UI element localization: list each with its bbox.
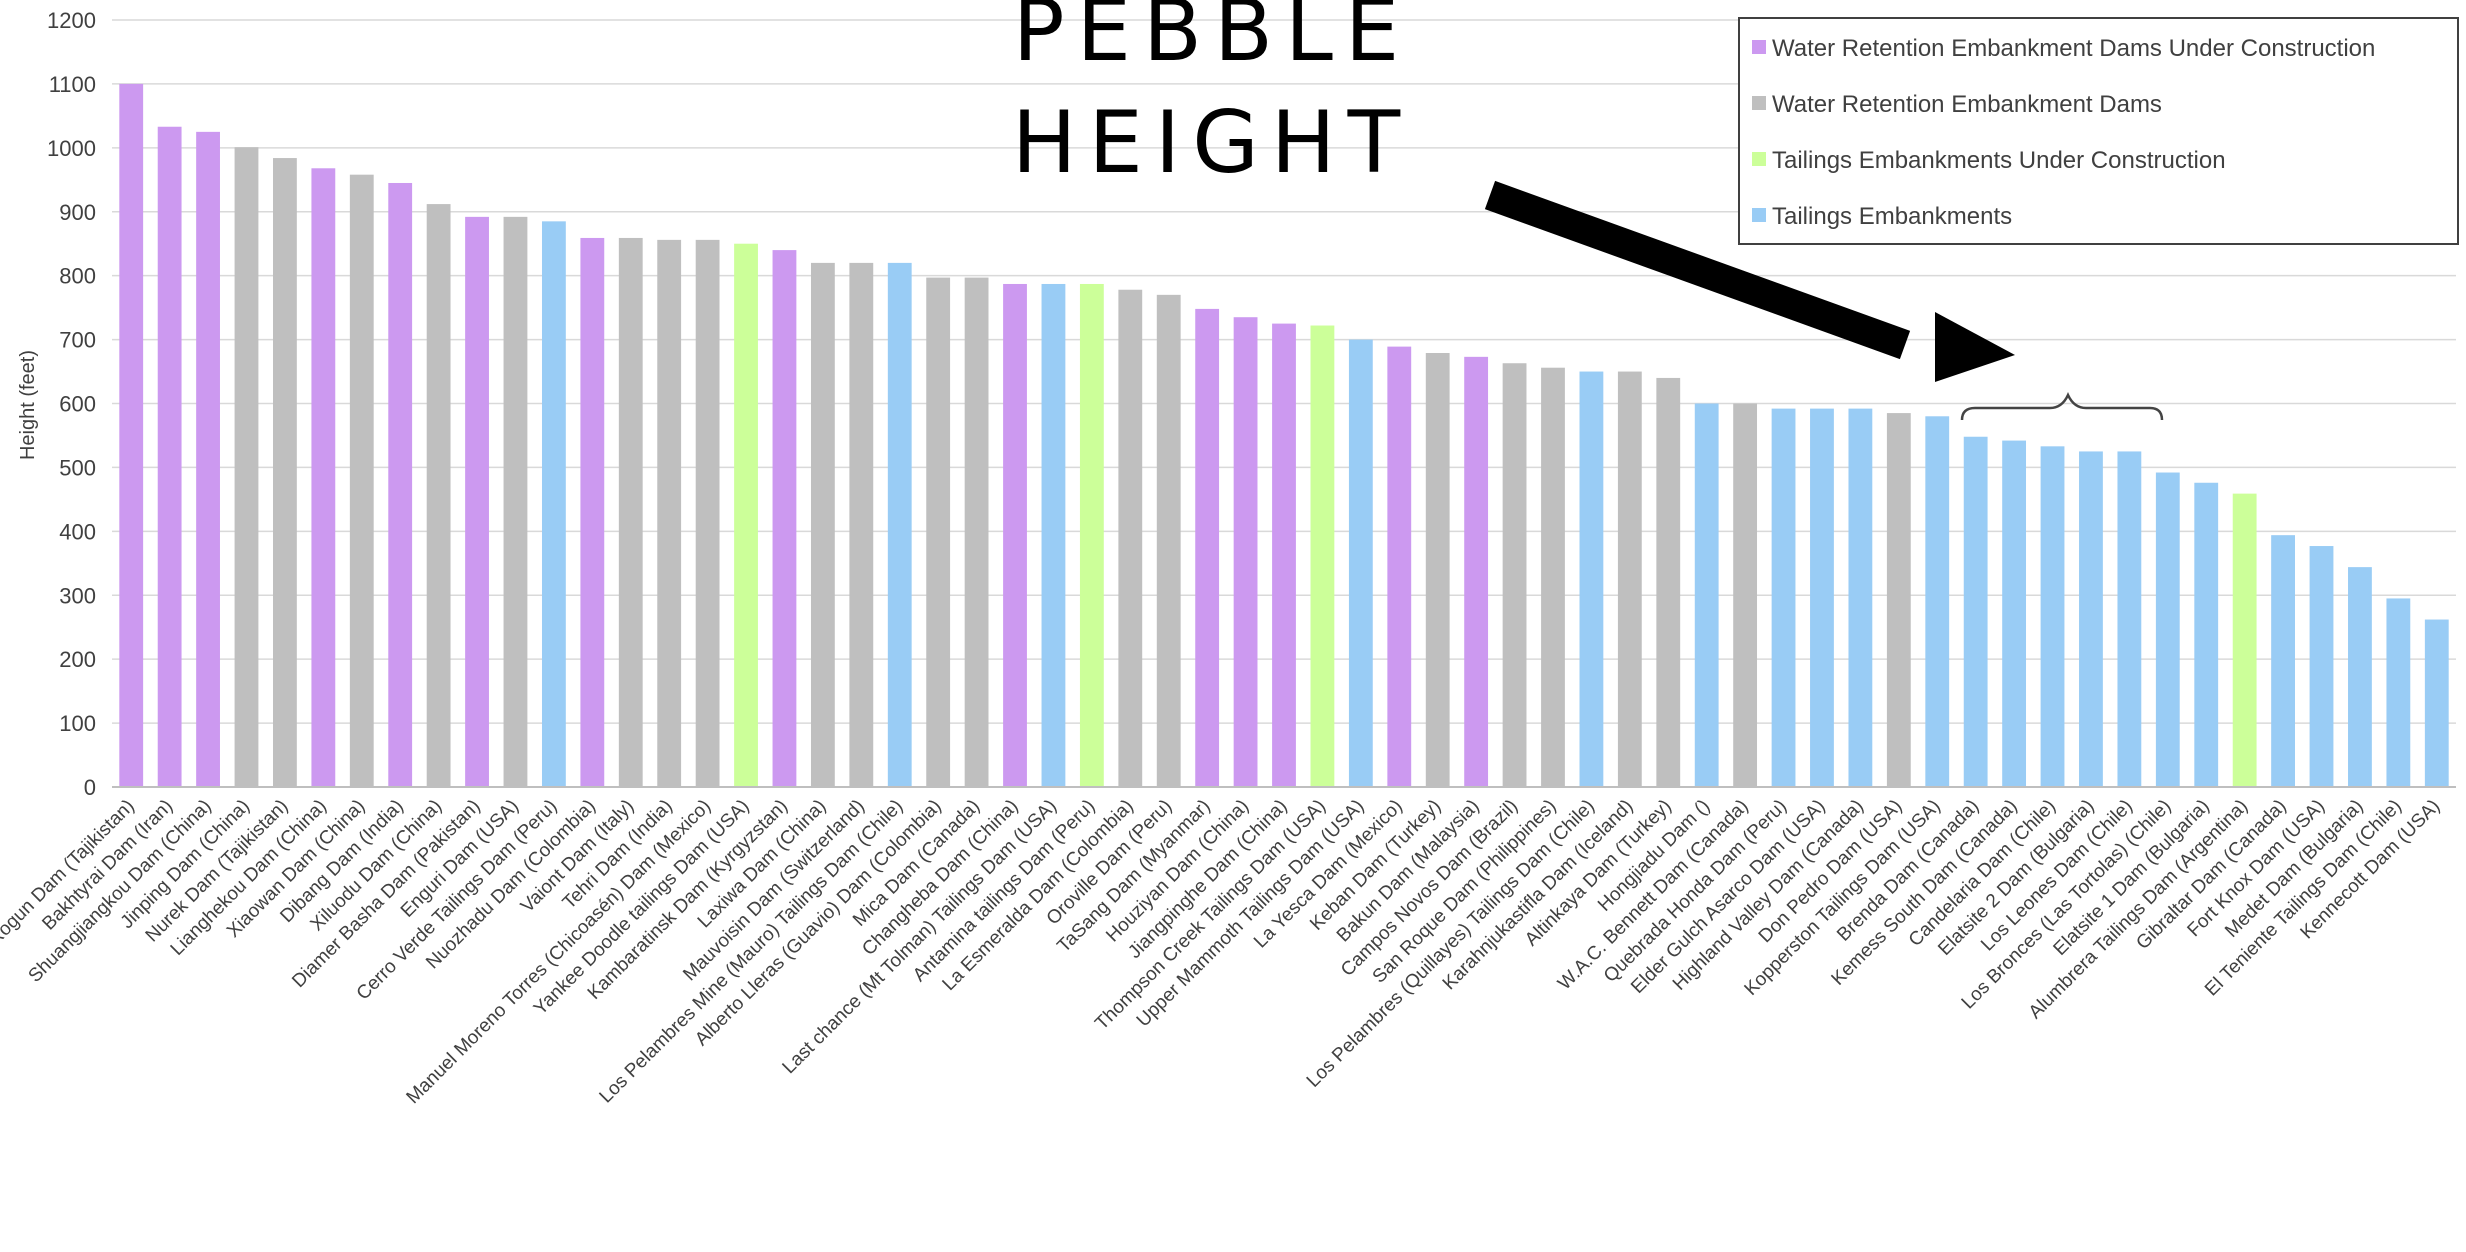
bar [503,216,528,787]
y-tick-label: 500 [59,455,96,480]
bars [119,83,2449,788]
pebble-height-annotation: PEBBLE HEIGHT [1012,0,2164,421]
bar [2348,567,2372,787]
legend-label-water-retention-under-construction: Water Retention Embankment Dams Under Co… [1772,35,2375,62]
bar [1156,294,1181,787]
bar [2002,440,2027,787]
legend-swatch-tailings [1752,208,1766,222]
bar [1694,403,1719,787]
annotation-arrow-shaft [1484,180,1911,360]
bar [2271,535,2295,787]
bar [1502,363,1527,787]
legend-label-water-retention: Water Retention Embankment Dams [1772,91,2162,118]
bar [1656,377,1681,787]
bar [1272,323,1296,787]
y-tick-label: 100 [59,711,96,736]
bar [734,243,758,788]
bar [2155,472,2180,787]
legend-label-tailings-under-construction: Tailings Embankments Under Construction [1772,147,2226,174]
annotation-bracket [1960,392,2164,421]
y-axis-title: Height (feet) [17,350,39,460]
y-tick-label: 600 [59,392,96,417]
bar [1348,339,1373,787]
y-tick-label: 400 [59,519,96,544]
bar [580,237,605,788]
bar [2386,598,2411,787]
y-tick-label: 1200 [47,8,96,33]
bar [2040,446,2065,787]
legend-swatch-tailings-under-construction [1752,152,1766,166]
bar [349,174,374,787]
bar [2309,546,2334,787]
bar [2079,451,2103,787]
bar [695,239,720,787]
bar [311,168,336,787]
bar [1387,346,1412,787]
y-tick-label: 1100 [49,72,96,97]
bar [1464,356,1489,787]
bar [772,250,797,788]
bar [541,221,566,787]
y-tick-label: 0 [84,775,96,800]
bar [657,239,682,787]
bar [926,277,951,787]
bar [465,216,489,787]
bar [2232,493,2257,787]
legend-swatch-water-retention [1752,96,1766,110]
y-tick-label: 300 [59,583,96,608]
bar [1195,308,1220,787]
bar [618,237,643,788]
x-axis-ticks: Rogun Dam (Tajikistan)Bakhtyrai Dam (Ira… [0,796,2444,1109]
bar [119,83,144,787]
bar [1425,353,1450,787]
bar [157,126,182,787]
y-axis-ticks: 0 100 200 300 400 500 600 700 800 900 1000 1100 1200 [47,8,96,800]
bar [1541,367,1565,787]
y-tick-label: 200 [59,647,96,672]
legend-swatch-water-retention-under-construction [1752,40,1766,54]
bar [1771,408,1796,787]
bar [2424,619,2449,787]
annotation-line-2: HEIGHT [1012,93,1412,193]
bar [964,277,989,787]
legend-label-tailings: Tailings Embankments [1772,203,2012,230]
y-tick-label: 1000 [47,136,96,161]
y-tick-label: 900 [59,200,96,225]
bar [1003,283,1027,787]
y-tick-label: 800 [59,264,96,289]
annotation-line-1: PEBBLE [1013,0,1411,81]
bar [1310,325,1335,787]
legend-box [1738,17,2459,245]
bar [1733,403,1758,787]
bar [2117,451,2142,787]
bar [849,262,874,788]
bar [810,262,835,788]
bar [196,131,220,787]
bar [1925,416,1950,787]
bar [1079,283,1104,787]
bar [1963,436,1988,787]
bar [1886,413,1911,787]
bar [1118,289,1143,787]
annotation-arrow-head [1935,312,2015,382]
bar [1848,408,1873,787]
bar [1810,408,1834,787]
bar [1233,317,1258,787]
bar [426,204,451,787]
y-tick-label: 700 [59,328,96,353]
bar [887,262,912,788]
bar [2194,482,2219,787]
bar [234,147,259,788]
bar [1617,371,1642,787]
bar [1041,283,1066,787]
bar [388,182,413,788]
bar [273,158,297,787]
legend: Water Retention Embankment Dams Under Co… [1738,17,2459,245]
bar [1579,371,1604,787]
